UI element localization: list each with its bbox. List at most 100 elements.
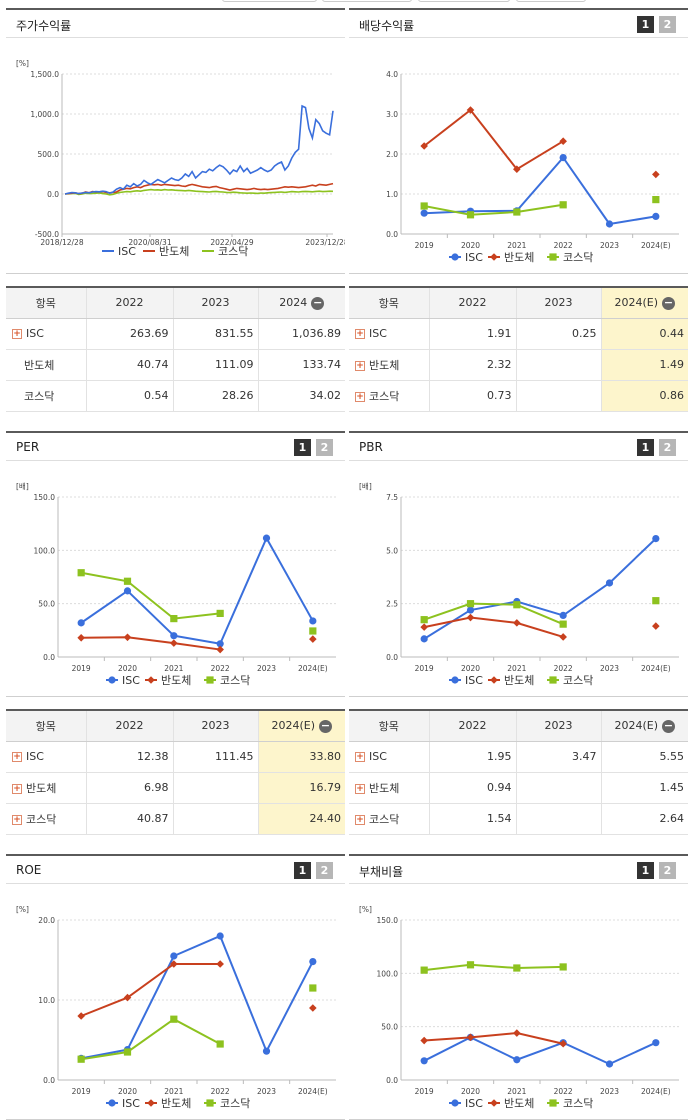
semiconductor-point <box>652 170 660 179</box>
semiconductor-point <box>513 619 521 627</box>
collapse-icon[interactable]: − <box>311 295 325 310</box>
value-cell: 1.54 <box>429 803 517 835</box>
tab-1-button[interactable]: 1 <box>637 862 654 879</box>
tab-2-button[interactable]: 2 <box>659 16 676 33</box>
value-cell: 28.26 <box>173 380 259 412</box>
value-cell <box>516 380 602 412</box>
x-tick-label: 2023/12/28 <box>305 238 345 247</box>
chart-svg: [%] -500.0 0.0 500.0 1,000.0 1,500.0 2018/12/2… <box>16 59 345 258</box>
isc-point <box>420 1057 428 1065</box>
y-unit-label: [%] <box>359 905 372 914</box>
isc-point <box>216 932 224 940</box>
expand-plus-icon[interactable]: + <box>12 783 22 794</box>
expand-plus-icon[interactable]: + <box>12 752 22 762</box>
legend-kosdaq-label: 코스닥 <box>563 674 593 687</box>
kosdaq-point <box>309 984 317 992</box>
legend-isc-label: ISC <box>122 674 140 687</box>
panel-title: 부채비율 <box>359 865 404 879</box>
value-cell: 12.38 <box>86 741 174 773</box>
table-header-row: 항목 2022 2023 2024(E) − <box>6 710 345 742</box>
value-cell <box>516 349 602 381</box>
table-row: 반도체 40.74 111.09 133.74 <box>6 349 345 381</box>
row-name: ISC <box>369 327 387 340</box>
tab-2-button[interactable]: 2 <box>659 862 676 879</box>
expand-plus-icon[interactable]: + <box>355 329 365 339</box>
collapse-icon[interactable]: − <box>662 295 676 310</box>
legend-isc-label: ISC <box>465 1097 483 1110</box>
semiconductor-point <box>466 613 475 622</box>
y-tick-label: 5.0 <box>386 546 398 555</box>
semiconductor-point <box>420 623 428 631</box>
semiconductor-point <box>420 1036 428 1045</box>
chart-svg: [%] 0.0 50.0 100.0 150.0 2019 2020 2021 2022 2023… <box>359 905 679 1110</box>
tab-1-button[interactable]: 1 <box>294 862 311 879</box>
col-header-label: 2024(E) <box>614 296 659 309</box>
expand-plus-icon[interactable]: + <box>12 329 22 339</box>
semiconductor-line <box>424 1032 564 1045</box>
panel-header: ROE 1 2 <box>6 854 345 884</box>
value-cell <box>173 772 259 804</box>
y-tick-label: 50.0 <box>38 600 55 609</box>
isc-line-estimate <box>265 537 314 622</box>
x-tick-label: 2024(E) <box>298 1087 328 1096</box>
table-row: + 반도체 0.94 1.45 <box>349 772 688 804</box>
y-tick-label: 0.0 <box>43 1076 55 1085</box>
expand-plus-icon[interactable]: + <box>355 360 365 371</box>
tab-1-button[interactable]: 1 <box>637 439 654 456</box>
isc-point <box>605 1060 614 1068</box>
tab-2-button[interactable]: 2 <box>316 862 333 879</box>
isc-point <box>513 1056 521 1064</box>
expand-plus-icon[interactable]: + <box>355 783 365 794</box>
legend-semiconductor-marker <box>147 676 155 684</box>
y-unit-label: [배] <box>359 482 372 491</box>
expand-plus-icon[interactable]: + <box>12 814 22 825</box>
tab-2-button[interactable]: 2 <box>316 439 333 456</box>
expand-plus-icon[interactable]: + <box>355 814 365 825</box>
x-tick-label: 2022/04/29 <box>210 238 253 247</box>
legend-kosdaq-marker <box>549 253 557 261</box>
expand-plus-icon[interactable]: + <box>355 752 365 762</box>
tab-2-button[interactable]: 2 <box>659 439 676 456</box>
legend-isc-label: ISC <box>118 245 136 258</box>
chart-svg: 0.0 1.0 2.0 3.0 4.0 2019 2020 2021 2022 2023 2024(… <box>386 70 679 264</box>
col-header: 항목 <box>6 287 87 319</box>
kosdaq-point <box>420 966 428 974</box>
value-cell: 1.91 <box>429 318 517 350</box>
legend-kosdaq-marker <box>549 676 557 684</box>
expand-plus-icon[interactable]: + <box>355 391 365 402</box>
kosdaq-point <box>652 196 660 204</box>
row-name-cell: + ISC <box>349 318 430 350</box>
row-name-cell: + 코스닥 <box>349 803 430 835</box>
y-unit-label: [%] <box>16 59 29 68</box>
col-header-last: 2024(E) − <box>601 287 688 319</box>
tab-1-button[interactable]: 1 <box>637 16 654 33</box>
y-tick-label: 1,000.0 <box>30 110 59 119</box>
y-tick-label: 100.0 <box>34 546 56 555</box>
isc-point <box>309 958 317 966</box>
collapse-icon[interactable]: − <box>662 718 676 733</box>
x-tick-label: 2020 <box>118 1087 137 1096</box>
col-header-label: 2024 <box>279 296 308 309</box>
col-header: 항목 <box>349 710 430 742</box>
semiconductor-line <box>423 108 564 171</box>
row-name-cell: + ISC <box>349 741 430 773</box>
value-cell: 33.80 <box>258 741 345 773</box>
y-tick-label: 7.5 <box>386 493 398 502</box>
legend-semiconductor-label: 반도체 <box>504 674 534 687</box>
isc-line-estimate <box>265 961 314 1052</box>
kosdaq-point <box>420 616 428 624</box>
row-name-cell: + ISC <box>6 318 87 350</box>
semiconductor-point <box>77 634 85 642</box>
isc-point <box>652 535 660 543</box>
kosdaq-line <box>80 571 221 620</box>
semiconductor-point <box>77 1012 85 1020</box>
collapse-icon[interactable]: − <box>319 718 333 733</box>
semiconductor-point <box>466 1033 475 1042</box>
row-name-cell: + 코스닥 <box>6 803 87 835</box>
legend-isc-marker <box>108 1099 116 1107</box>
table-row: + 코스닥 1.54 2.64 <box>349 803 688 835</box>
tab-1-button[interactable]: 1 <box>294 439 311 456</box>
panel-title: 주가수익률 <box>16 19 72 33</box>
row-name: 코스닥 <box>24 389 55 403</box>
semiconductor-point <box>466 106 475 114</box>
